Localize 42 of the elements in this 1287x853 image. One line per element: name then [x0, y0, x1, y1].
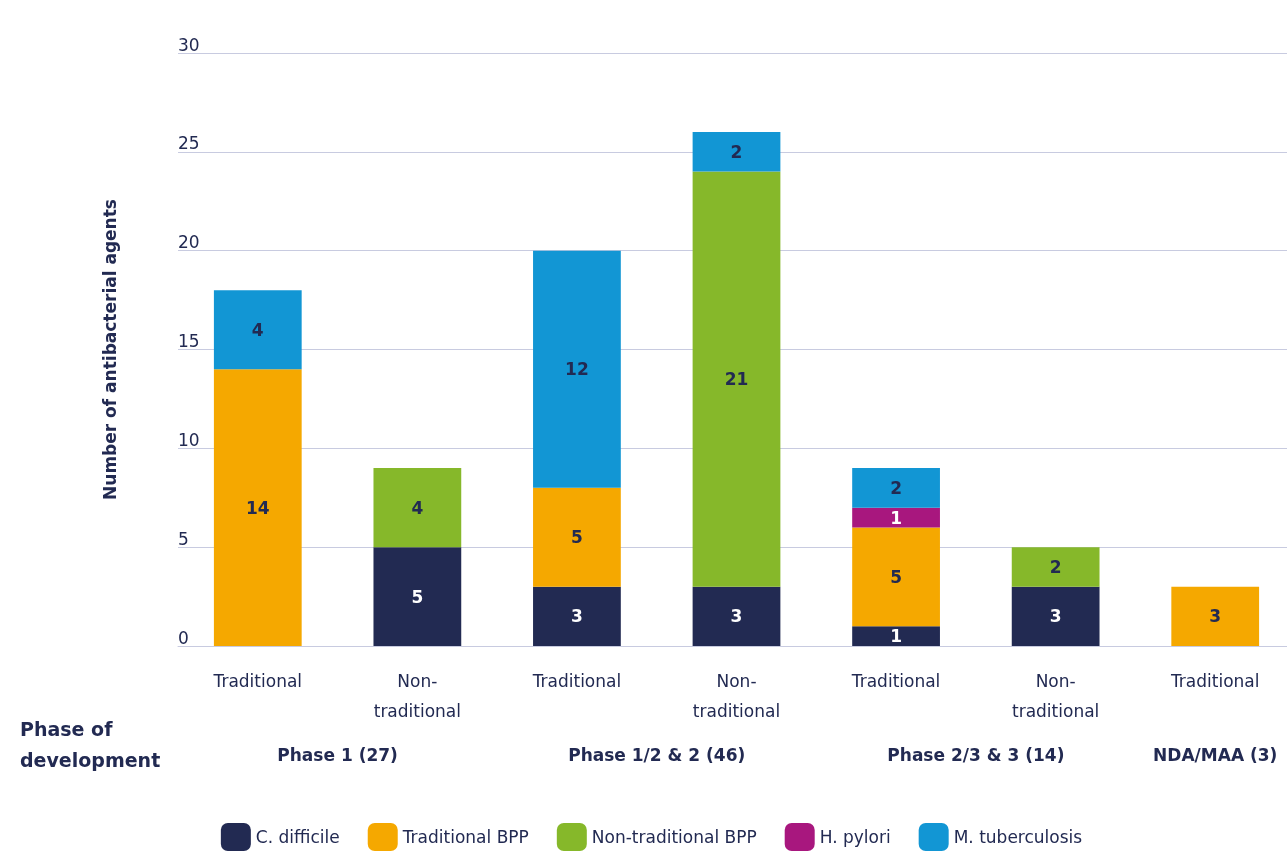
x-tick-label: Traditional — [212, 671, 303, 691]
data-label: 3 — [1209, 606, 1222, 627]
y-tick-label: 5 — [178, 528, 189, 549]
data-label: 5 — [890, 566, 902, 587]
data-label: 1 — [890, 626, 902, 647]
y-tick-label: 15 — [178, 331, 200, 351]
legend-label: M. tuberculosis — [953, 827, 1083, 847]
y-tick-label: 30 — [178, 34, 200, 55]
text: Phase 1/2 & 2 (46) — [568, 744, 746, 765]
data-label: 2 — [730, 141, 743, 162]
text: Phase 1 (27) — [277, 744, 398, 765]
legend-label: Non-traditional BPP — [591, 827, 757, 847]
data-label: 1 — [890, 507, 902, 528]
x-tick-label: Non-traditional — [692, 671, 781, 721]
x-axis-title: Phase of development — [20, 717, 161, 771]
data-label: 5 — [411, 586, 424, 607]
data-label: 2 — [890, 477, 902, 498]
data-label: 2 — [1049, 556, 1062, 577]
legend-label: Traditional BPP — [401, 827, 529, 847]
data-label: 4 — [411, 497, 424, 518]
x-tick-label: Traditional — [850, 671, 941, 691]
legend-label: C. difficile — [255, 827, 340, 847]
text: NDA/MAA (3) — [1153, 744, 1278, 765]
x-tick-label: Traditional — [531, 671, 622, 691]
y-tick-label: 10 — [178, 429, 200, 450]
x-tick-label: Traditional — [1169, 671, 1260, 691]
y-tick-label: 0 — [178, 627, 189, 648]
data-label: 3 — [730, 606, 743, 627]
data-label: 21 — [724, 369, 749, 390]
data-label: 5 — [571, 527, 583, 548]
legend-label: H. pylori — [819, 827, 891, 847]
x-tick-label: Non-traditional — [1011, 671, 1100, 721]
data-label: 12 — [565, 359, 589, 380]
y-tick-label: 20 — [178, 232, 200, 253]
data-label: 4 — [251, 319, 264, 340]
data-label: 3 — [571, 606, 583, 627]
data-label: 3 — [1049, 606, 1062, 627]
x-tick-label: Non-traditional — [373, 671, 462, 721]
y-axis-title: Number of antibacterial agents — [99, 199, 120, 500]
text: Phase 2/3 & 3 (14) — [887, 744, 1065, 765]
y-tick-label: 25 — [178, 133, 200, 154]
data-label: 14 — [245, 497, 270, 518]
